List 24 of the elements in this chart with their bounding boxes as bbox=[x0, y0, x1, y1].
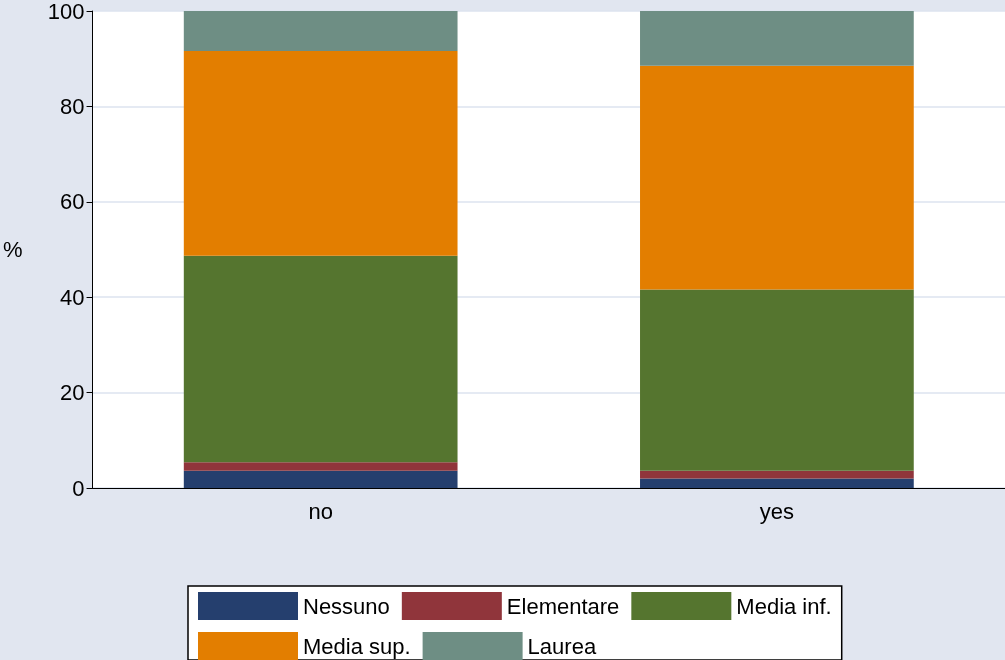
y-tick-label: 100 bbox=[47, 0, 85, 24]
bar bbox=[640, 11, 914, 66]
legend-label: Media inf. bbox=[736, 593, 832, 619]
y-tick-label: 20 bbox=[60, 380, 85, 406]
legend-label: Elementare bbox=[506, 593, 620, 619]
bar bbox=[183, 470, 458, 488]
y-tick-label: 80 bbox=[60, 93, 85, 119]
bar bbox=[640, 478, 914, 488]
y-axis-title: % bbox=[3, 237, 23, 262]
y-tick-label: 60 bbox=[60, 189, 85, 215]
legend-label: Media sup. bbox=[303, 633, 411, 659]
bar bbox=[640, 65, 914, 290]
legend-label: Nessuno bbox=[303, 593, 390, 619]
bar bbox=[183, 255, 458, 463]
x-tick-label: no bbox=[308, 498, 333, 524]
y-tick-label: 40 bbox=[60, 284, 85, 310]
x-tick-label: yes bbox=[759, 498, 795, 524]
bar bbox=[640, 289, 914, 471]
bar bbox=[640, 470, 914, 479]
bar bbox=[183, 462, 458, 471]
bar bbox=[183, 51, 458, 256]
y-tick-label: 0 bbox=[72, 475, 85, 501]
bar bbox=[183, 11, 458, 52]
legend-label: Laurea bbox=[527, 633, 597, 659]
